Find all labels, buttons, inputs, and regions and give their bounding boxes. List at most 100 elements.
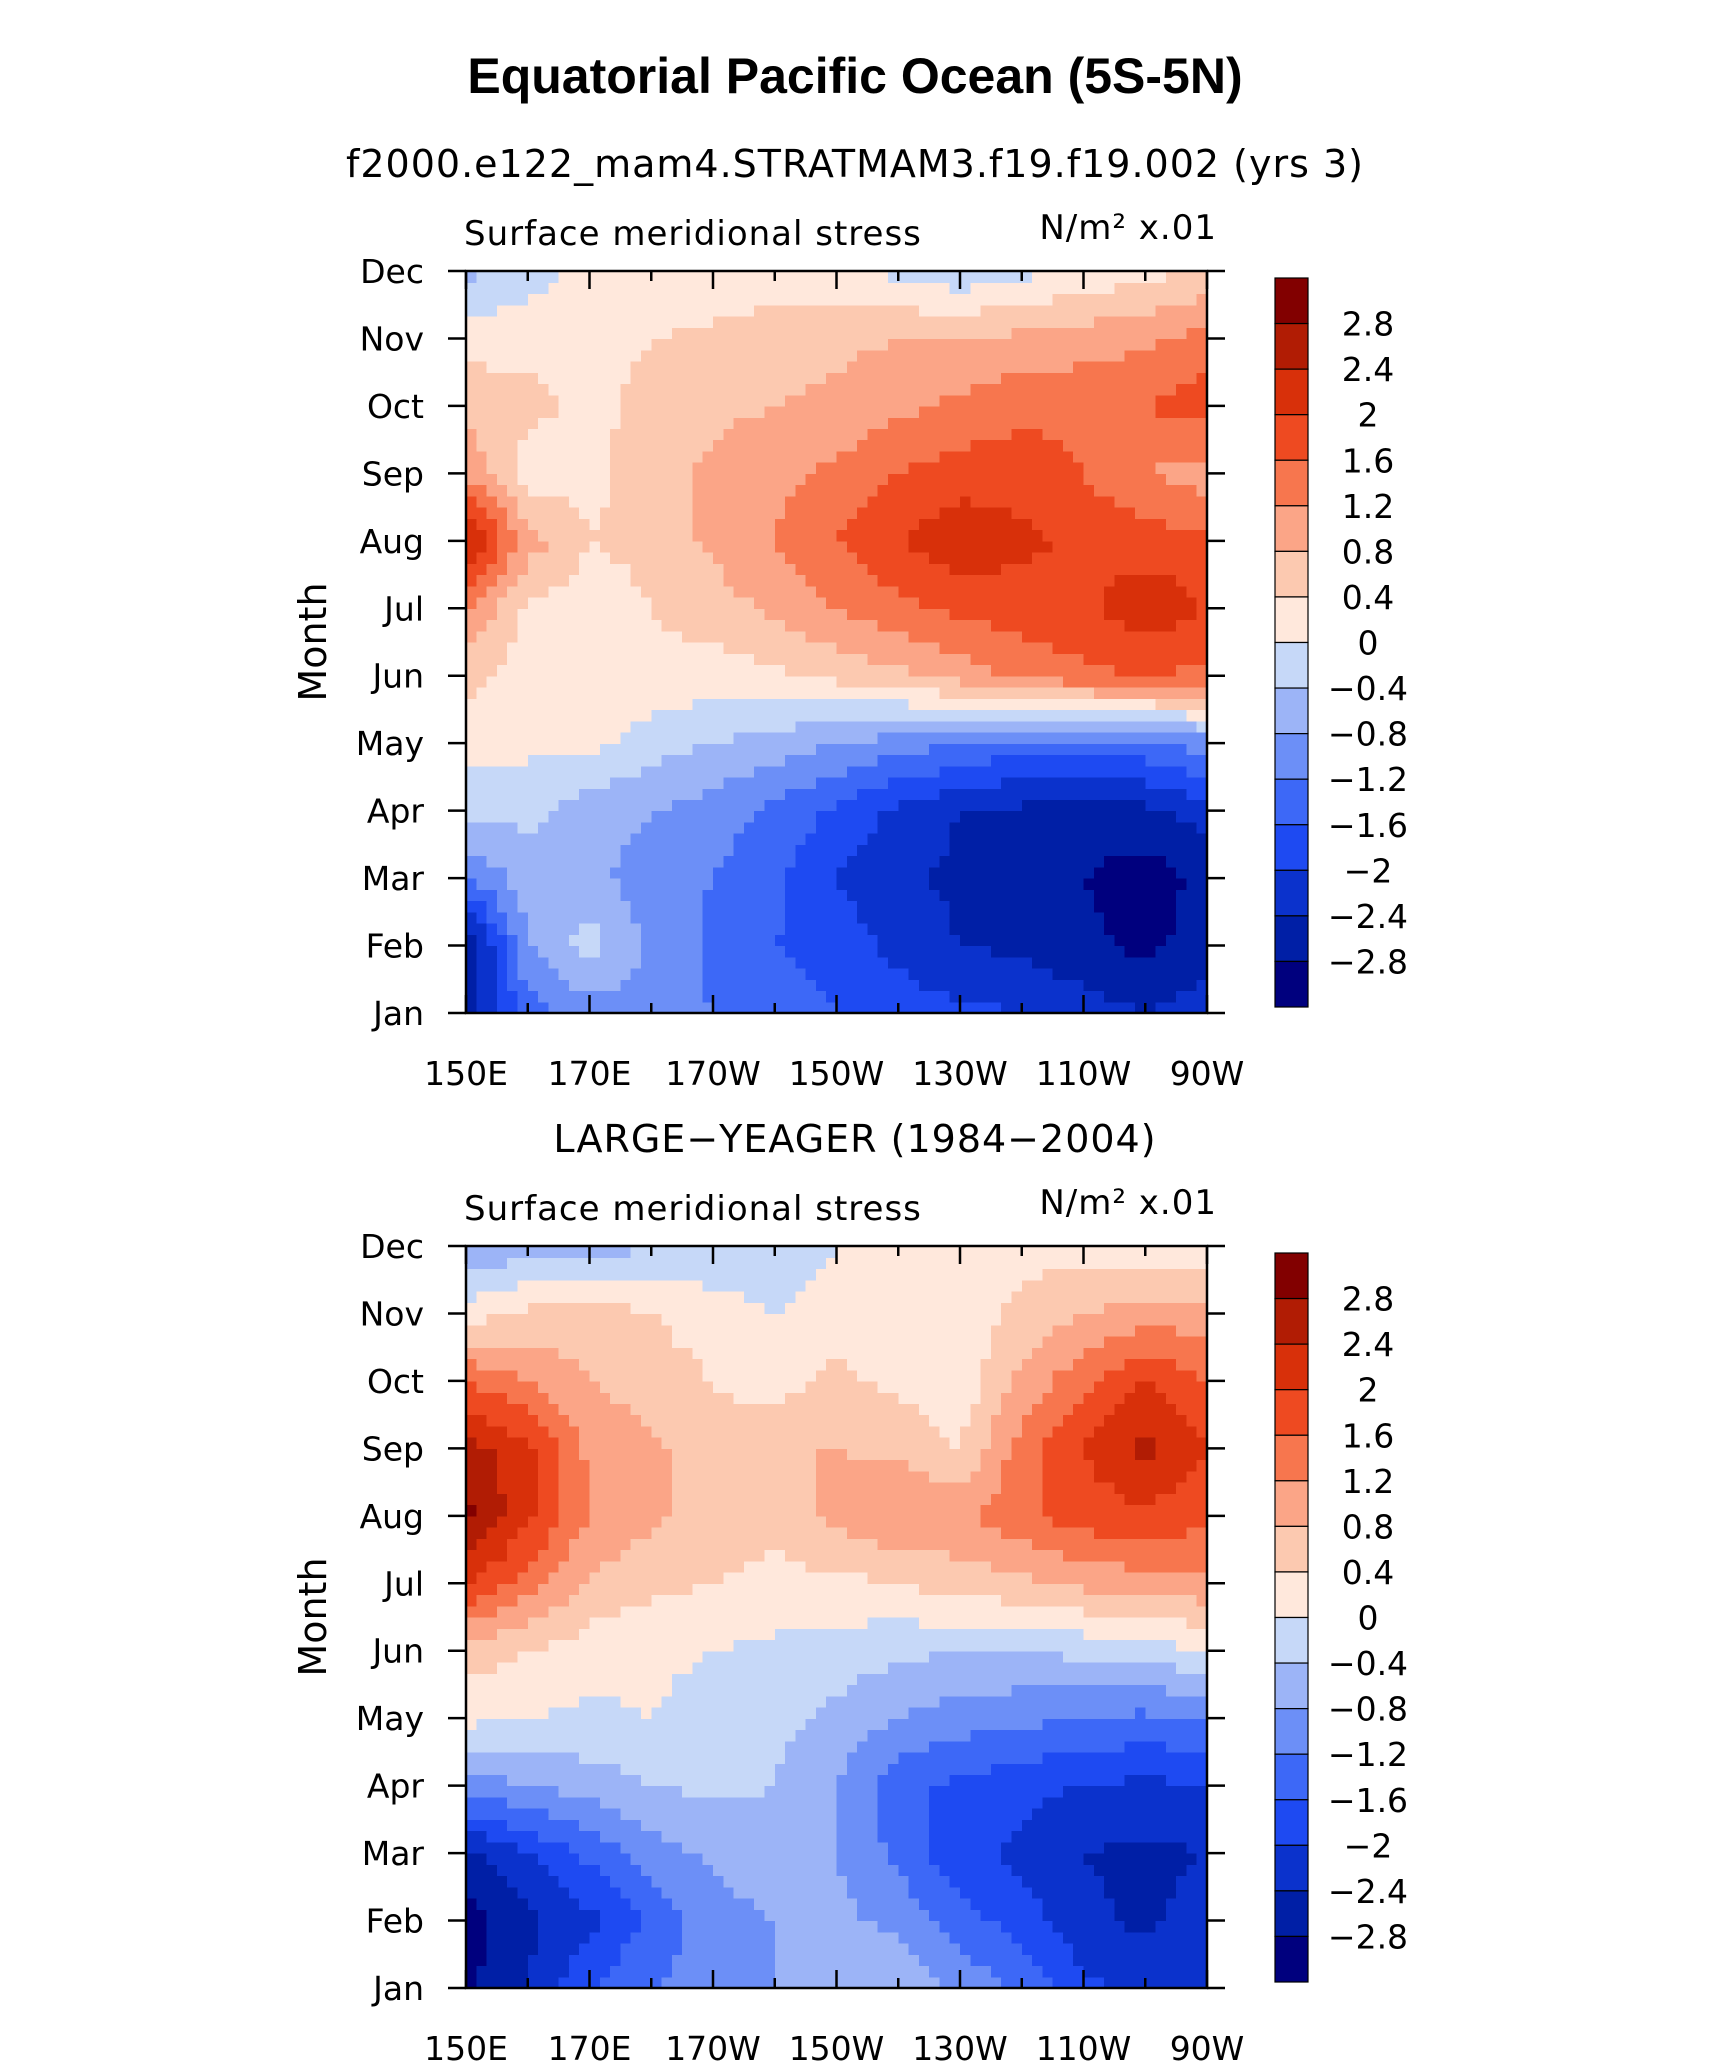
heatmap-cell bbox=[713, 968, 724, 980]
heatmap-cell bbox=[918, 1976, 930, 1989]
heatmap-cell bbox=[990, 900, 1002, 913]
heatmap-cell bbox=[785, 934, 796, 947]
heatmap-cell bbox=[887, 833, 899, 845]
heatmap-cell bbox=[743, 608, 755, 621]
heatmap-cell bbox=[496, 394, 508, 407]
heatmap-cell bbox=[754, 765, 766, 778]
heatmap-cell bbox=[887, 585, 899, 598]
heatmap-cell bbox=[610, 979, 621, 992]
heatmap-cell bbox=[496, 990, 508, 1003]
heatmap-cell bbox=[1104, 383, 1115, 396]
heatmap-cell bbox=[754, 608, 766, 621]
heatmap-cell bbox=[620, 754, 632, 767]
heatmap-cell bbox=[815, 934, 827, 947]
heatmap-cell bbox=[630, 349, 642, 362]
heatmap-cell bbox=[1145, 675, 1157, 688]
heatmap-cell bbox=[733, 923, 745, 935]
heatmap-cell bbox=[1052, 338, 1064, 351]
heatmap-cell bbox=[867, 754, 879, 767]
heatmap-cell bbox=[754, 945, 766, 958]
heatmap-cell bbox=[1176, 473, 1188, 486]
heatmap-cell bbox=[1165, 462, 1177, 474]
heatmap-cell bbox=[877, 934, 889, 947]
heatmap-cell bbox=[1073, 855, 1085, 868]
heatmap-cell bbox=[857, 968, 868, 980]
heatmap-cell bbox=[1073, 799, 1085, 812]
heatmap-cell bbox=[990, 585, 1002, 598]
heatmap-cell bbox=[1104, 664, 1115, 677]
heatmap-cell bbox=[558, 597, 570, 609]
heatmap-cell bbox=[610, 968, 621, 980]
heatmap-cell bbox=[846, 338, 858, 351]
heatmap-cell bbox=[846, 844, 858, 857]
heatmap-cell bbox=[929, 293, 941, 306]
heatmap-cell bbox=[1011, 844, 1023, 857]
heatmap-cell bbox=[682, 293, 694, 306]
heatmap-cell bbox=[1062, 765, 1074, 778]
heatmap-cell bbox=[1032, 439, 1043, 452]
heatmap-cell bbox=[846, 540, 858, 553]
heatmap-cell bbox=[918, 642, 930, 654]
heatmap-cell bbox=[599, 630, 611, 643]
heatmap-cell bbox=[795, 664, 807, 677]
heatmap-cell bbox=[1001, 653, 1013, 666]
heatmap-cell bbox=[640, 315, 652, 328]
heatmap-cell bbox=[867, 338, 879, 351]
heatmap-cell bbox=[1114, 327, 1126, 340]
heatmap-cell bbox=[918, 788, 930, 800]
heatmap-cell bbox=[723, 765, 735, 778]
heatmap-cell bbox=[908, 664, 920, 677]
heatmap-cell bbox=[651, 597, 663, 609]
heatmap-cell bbox=[805, 428, 817, 441]
heatmap-cell bbox=[733, 956, 745, 969]
heatmap-cell bbox=[1114, 439, 1126, 452]
heatmap-cell bbox=[960, 1001, 971, 1014]
heatmap-cell bbox=[877, 1965, 889, 1978]
heatmap-cell bbox=[990, 372, 1002, 385]
heatmap-cell bbox=[476, 776, 488, 789]
heatmap-cell bbox=[579, 821, 591, 834]
heatmap-cell bbox=[939, 923, 951, 935]
heatmap-cell bbox=[1196, 979, 1208, 992]
heatmap-cell bbox=[836, 900, 848, 913]
heatmap-cell bbox=[990, 597, 1002, 609]
heatmap-cell bbox=[527, 507, 539, 519]
heatmap-cell bbox=[1124, 597, 1136, 609]
heatmap-cell bbox=[887, 979, 899, 992]
heatmap-cell bbox=[826, 473, 838, 486]
heatmap-cell bbox=[1104, 1001, 1115, 1014]
heatmap-cell bbox=[939, 855, 951, 868]
heatmap-cell bbox=[754, 293, 766, 306]
heatmap-cell bbox=[599, 574, 611, 587]
heatmap-cell bbox=[568, 878, 580, 890]
heatmap-cell bbox=[1021, 529, 1033, 542]
heatmap-cell bbox=[507, 304, 519, 317]
heatmap-cell bbox=[774, 844, 786, 857]
heatmap-cell bbox=[1093, 709, 1105, 722]
heatmap-cell bbox=[1196, 608, 1208, 621]
heatmap-cell bbox=[610, 597, 621, 609]
heatmap-cell bbox=[486, 900, 498, 913]
heatmap-cell bbox=[1011, 923, 1023, 935]
heatmap-cell bbox=[496, 675, 508, 688]
heatmap-cell bbox=[1165, 338, 1177, 351]
heatmap-cell bbox=[908, 720, 920, 733]
heatmap-cell bbox=[764, 271, 776, 283]
heatmap-cell bbox=[815, 271, 827, 283]
heatmap-cell bbox=[527, 383, 539, 396]
heatmap-cell bbox=[774, 394, 786, 407]
heatmap-cell bbox=[990, 934, 1002, 947]
heatmap-cell bbox=[466, 372, 477, 385]
heatmap-cell bbox=[702, 507, 714, 519]
heatmap-cell bbox=[620, 799, 632, 812]
heatmap-cell bbox=[1114, 653, 1126, 666]
heatmap-cell bbox=[1186, 293, 1198, 306]
heatmap-cell bbox=[527, 979, 539, 992]
heatmap-cell bbox=[1124, 574, 1136, 587]
y-tick-label: Jun bbox=[370, 657, 424, 696]
heatmap-cell bbox=[918, 428, 930, 441]
heatmap-cell bbox=[620, 574, 632, 587]
heatmap-cell bbox=[805, 383, 817, 396]
heatmap-cell bbox=[970, 293, 982, 306]
heatmap-cell bbox=[1011, 473, 1023, 486]
